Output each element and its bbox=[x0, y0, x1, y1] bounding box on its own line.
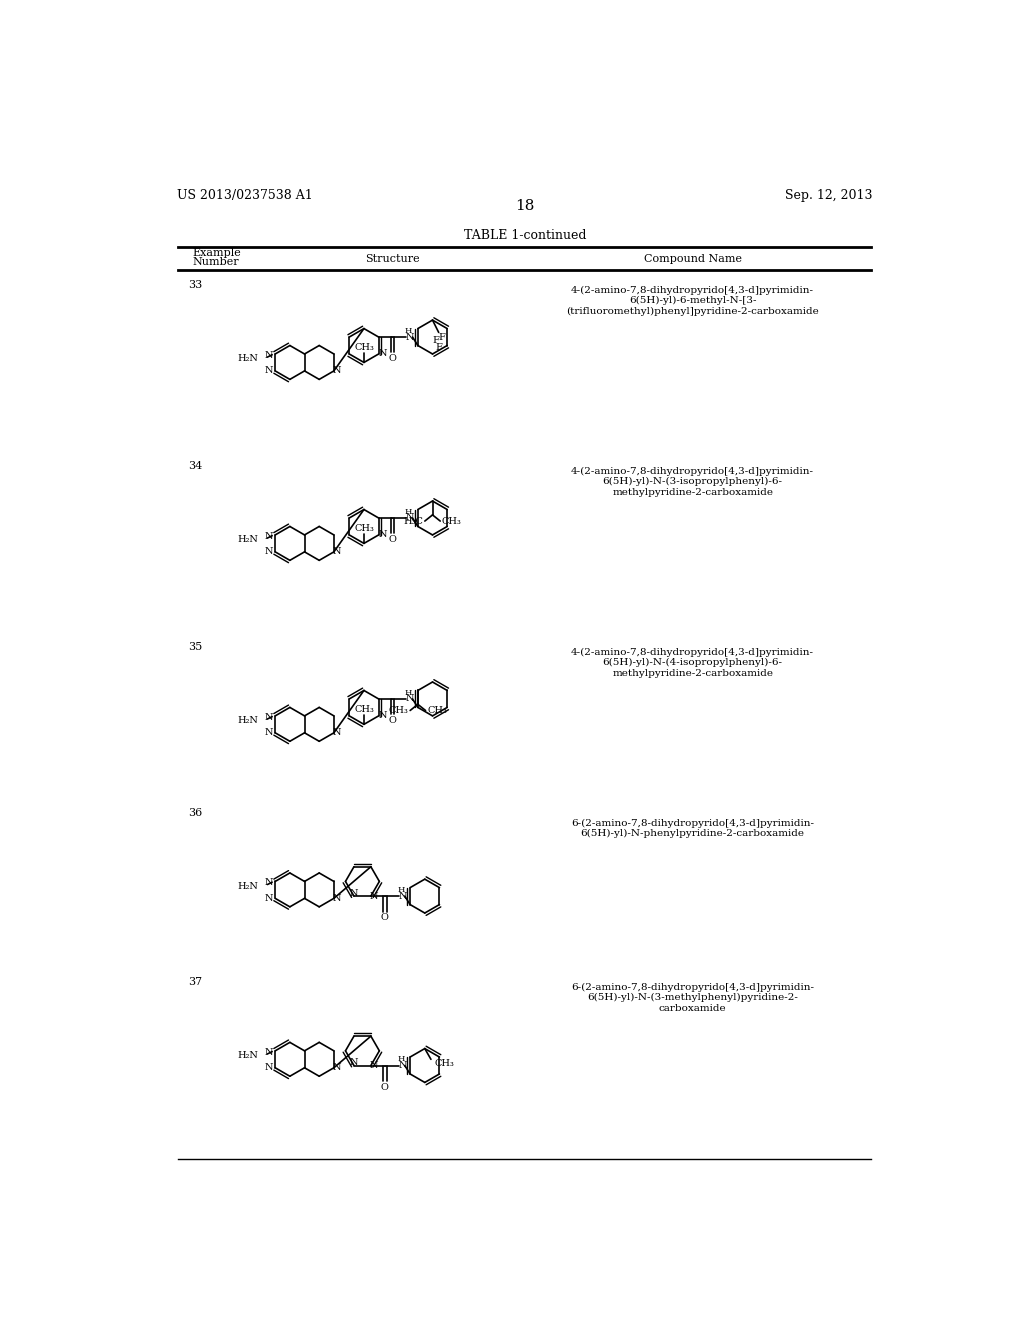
Text: H: H bbox=[404, 689, 413, 697]
Text: H₂N: H₂N bbox=[238, 1051, 258, 1060]
Text: CH₃: CH₃ bbox=[354, 524, 374, 533]
Text: 34: 34 bbox=[188, 462, 203, 471]
Text: CH₃: CH₃ bbox=[354, 343, 374, 352]
Text: H₂N: H₂N bbox=[238, 535, 258, 544]
Text: 4-(2-amino-7,8-dihydropyrido[4,3-d]pyrimidin-
6(5H)-yl)-6-methyl-N-[3-
(trifluor: 4-(2-amino-7,8-dihydropyrido[4,3-d]pyrim… bbox=[566, 285, 819, 315]
Text: Example: Example bbox=[193, 248, 241, 259]
Text: O: O bbox=[388, 535, 396, 544]
Text: H: H bbox=[397, 886, 404, 894]
Text: N: N bbox=[333, 367, 341, 375]
Text: US 2013/0237538 A1: US 2013/0237538 A1 bbox=[177, 189, 312, 202]
Text: N: N bbox=[370, 891, 378, 900]
Text: N: N bbox=[333, 894, 341, 903]
Text: TABLE 1-continued: TABLE 1-continued bbox=[464, 228, 586, 242]
Text: N: N bbox=[264, 1048, 272, 1057]
Text: 6-(2-amino-7,8-dihydropyrido[4,3-d]pyrimidin-
6(5H)-yl)-N-phenylpyridine-2-carbo: 6-(2-amino-7,8-dihydropyrido[4,3-d]pyrim… bbox=[571, 818, 814, 838]
Text: N: N bbox=[264, 713, 272, 722]
Text: CH₃: CH₃ bbox=[354, 705, 374, 714]
Text: N: N bbox=[264, 351, 272, 360]
Text: H₂N: H₂N bbox=[238, 354, 258, 363]
Text: 4-(2-amino-7,8-dihydropyrido[4,3-d]pyrimidin-
6(5H)-yl)-N-(3-isopropylphenyl)-6-: 4-(2-amino-7,8-dihydropyrido[4,3-d]pyrim… bbox=[571, 467, 814, 496]
Text: N: N bbox=[398, 1061, 407, 1071]
Text: N: N bbox=[333, 729, 341, 738]
Text: N: N bbox=[398, 891, 407, 900]
Text: F: F bbox=[432, 335, 439, 345]
Text: N: N bbox=[378, 350, 387, 359]
Text: N: N bbox=[264, 879, 272, 887]
Text: N: N bbox=[406, 694, 415, 704]
Text: H₂N: H₂N bbox=[238, 715, 258, 725]
Text: H: H bbox=[397, 1056, 404, 1064]
Text: N: N bbox=[264, 1064, 272, 1072]
Text: N: N bbox=[264, 894, 272, 903]
Text: H: H bbox=[404, 327, 413, 335]
Text: CH₃: CH₃ bbox=[427, 706, 446, 715]
Text: N: N bbox=[333, 1064, 341, 1072]
Text: CH₃: CH₃ bbox=[389, 706, 409, 715]
Text: O: O bbox=[388, 354, 396, 363]
Text: F: F bbox=[435, 343, 442, 351]
Text: F: F bbox=[438, 333, 445, 342]
Text: N: N bbox=[349, 1057, 358, 1067]
Text: Compound Name: Compound Name bbox=[644, 253, 741, 264]
Text: N: N bbox=[406, 333, 415, 342]
Text: Structure: Structure bbox=[365, 253, 420, 264]
Text: H: H bbox=[404, 508, 413, 516]
Text: N: N bbox=[264, 729, 272, 738]
Text: 33: 33 bbox=[188, 280, 203, 290]
Text: O: O bbox=[381, 1082, 389, 1092]
Text: CH₃: CH₃ bbox=[434, 1060, 454, 1068]
Text: 35: 35 bbox=[188, 643, 203, 652]
Text: N: N bbox=[378, 711, 387, 721]
Text: Sep. 12, 2013: Sep. 12, 2013 bbox=[785, 189, 872, 202]
Text: O: O bbox=[388, 715, 396, 725]
Text: Number: Number bbox=[193, 257, 239, 268]
Text: N: N bbox=[264, 532, 272, 541]
Text: N: N bbox=[264, 367, 272, 375]
Text: 6-(2-amino-7,8-dihydropyrido[4,3-d]pyrimidin-
6(5H)-yl)-N-(3-methylphenyl)pyridi: 6-(2-amino-7,8-dihydropyrido[4,3-d]pyrim… bbox=[571, 982, 814, 1012]
Text: O: O bbox=[381, 913, 389, 923]
Text: 36: 36 bbox=[188, 808, 203, 818]
Text: N: N bbox=[370, 1061, 378, 1071]
Text: N: N bbox=[349, 888, 358, 898]
Text: N: N bbox=[406, 513, 415, 523]
Text: 4-(2-amino-7,8-dihydropyrido[4,3-d]pyrimidin-
6(5H)-yl)-N-(4-isopropylphenyl)-6-: 4-(2-amino-7,8-dihydropyrido[4,3-d]pyrim… bbox=[571, 648, 814, 677]
Text: N: N bbox=[264, 548, 272, 556]
Text: N: N bbox=[333, 548, 341, 556]
Text: N: N bbox=[378, 531, 387, 540]
Text: H₂N: H₂N bbox=[238, 882, 258, 891]
Text: 18: 18 bbox=[515, 199, 535, 213]
Text: CH₃: CH₃ bbox=[441, 516, 462, 525]
Text: H₃C: H₃C bbox=[403, 516, 423, 525]
Text: 37: 37 bbox=[188, 977, 203, 987]
